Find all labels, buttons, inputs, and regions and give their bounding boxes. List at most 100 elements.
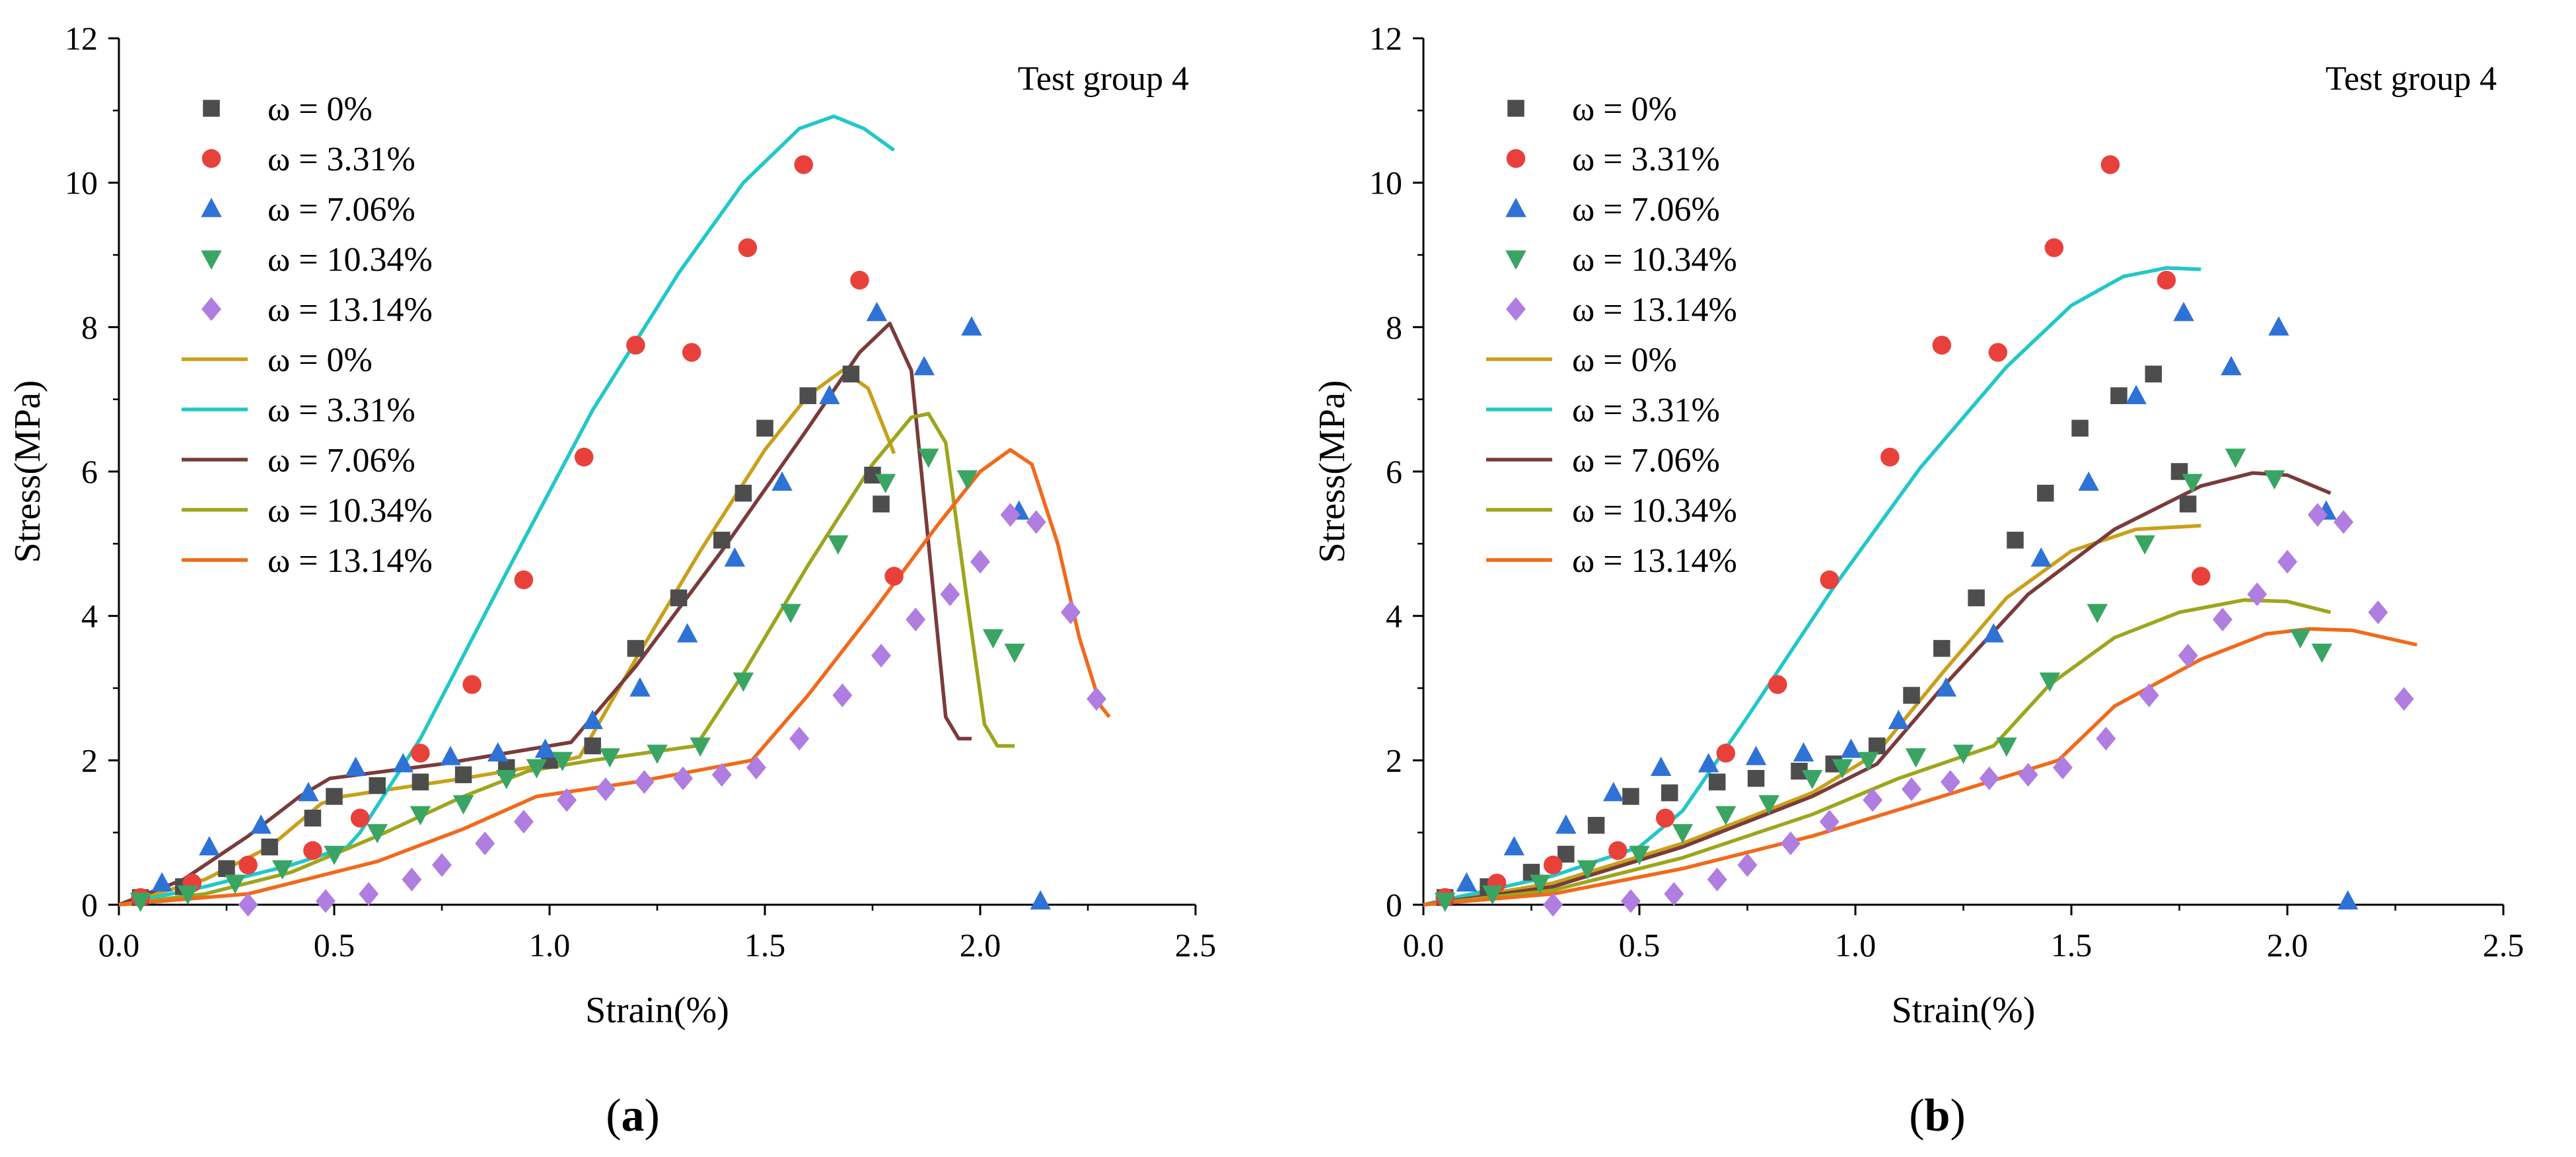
data-point bbox=[875, 473, 896, 493]
data-point bbox=[2157, 271, 2176, 290]
data-point bbox=[411, 773, 429, 790]
y-tick-label: 6 bbox=[81, 453, 98, 490]
data-point bbox=[756, 419, 773, 437]
legend-label: ω = 10.34% bbox=[1572, 241, 1737, 279]
data-point bbox=[1026, 510, 1046, 534]
data-point bbox=[673, 766, 694, 790]
legend-label: ω = 7.06% bbox=[1572, 191, 1720, 228]
y-axis-label: Stress(MPa) bbox=[1312, 380, 1353, 563]
series-line bbox=[1423, 471, 2332, 907]
y-tick-label: 12 bbox=[65, 20, 98, 57]
data-point bbox=[2071, 419, 2089, 437]
legend-label: ω = 10.34% bbox=[1572, 492, 1737, 530]
data-point bbox=[599, 748, 621, 768]
data-point bbox=[647, 744, 668, 764]
data-point bbox=[1587, 816, 1605, 834]
legend-marker bbox=[201, 197, 222, 217]
data-point bbox=[1482, 885, 1503, 905]
data-point bbox=[956, 470, 978, 490]
data-point bbox=[411, 744, 430, 763]
data-point bbox=[2225, 448, 2246, 468]
legend-marker bbox=[1506, 297, 1526, 321]
data-point bbox=[940, 582, 960, 606]
data-point bbox=[1819, 810, 1840, 834]
data-point bbox=[682, 343, 701, 362]
x-tick-label: 2.5 bbox=[1175, 927, 1217, 964]
data-point bbox=[582, 709, 603, 729]
data-point bbox=[298, 782, 319, 802]
series-line bbox=[118, 322, 972, 907]
x-tick-label: 1.5 bbox=[2051, 927, 2093, 964]
data-point bbox=[2334, 510, 2354, 534]
data-point bbox=[2277, 549, 2297, 574]
data-point bbox=[1577, 860, 1598, 880]
legend-label: ω = 0% bbox=[1572, 341, 1677, 379]
data-point bbox=[218, 860, 235, 878]
chart-panel-b: 0.0 0.5 1.0 1.5 2.0 2.5 0 2 4 6 8 10 12 Strain(%) Stre… bbox=[1312, 20, 2524, 1031]
data-point bbox=[2191, 567, 2211, 586]
y-tick-label: 10 bbox=[65, 164, 98, 201]
data-point bbox=[2179, 495, 2197, 512]
data-point bbox=[734, 485, 752, 502]
data-point bbox=[828, 535, 849, 555]
data-point bbox=[1988, 343, 2008, 362]
data-point bbox=[475, 831, 495, 856]
data-point bbox=[1087, 687, 1107, 711]
data-point bbox=[2100, 155, 2120, 174]
data-point bbox=[2039, 672, 2061, 692]
y-tick-label: 8 bbox=[1386, 308, 1402, 345]
series-line bbox=[1423, 265, 2201, 907]
data-point bbox=[1698, 753, 1719, 773]
data-point bbox=[1737, 853, 1758, 877]
data-point bbox=[199, 836, 220, 856]
data-point bbox=[738, 238, 758, 258]
data-point bbox=[129, 892, 151, 913]
data-point bbox=[1622, 788, 1639, 805]
y-tick-label: 2 bbox=[81, 742, 98, 779]
data-point bbox=[513, 810, 534, 834]
y-tick-label: 4 bbox=[81, 598, 98, 635]
data-point bbox=[345, 756, 367, 777]
legend-marker bbox=[201, 250, 222, 270]
data-point bbox=[1543, 855, 1563, 875]
x-tick-label: 0.5 bbox=[314, 927, 355, 964]
x-tick-label: 1.5 bbox=[744, 927, 786, 964]
y-tick-label: 0 bbox=[1386, 886, 1402, 923]
data-point bbox=[1996, 737, 2017, 757]
data-point bbox=[1888, 709, 1910, 729]
data-point bbox=[746, 755, 766, 780]
legend-marker bbox=[201, 149, 221, 168]
data-point bbox=[1456, 872, 1478, 892]
data-point bbox=[367, 824, 388, 844]
data-point bbox=[2126, 384, 2147, 404]
data-point bbox=[410, 806, 431, 825]
data-point bbox=[272, 860, 293, 880]
data-point bbox=[177, 885, 199, 905]
data-point bbox=[1747, 769, 1765, 787]
x-tick-label: 0.5 bbox=[1619, 927, 1661, 964]
legend-marker bbox=[1507, 100, 1524, 117]
data-point bbox=[1060, 600, 1081, 625]
data-point bbox=[1793, 742, 1814, 762]
data-point bbox=[2087, 604, 2108, 623]
x-axis-label: Strain(%) bbox=[1892, 990, 2036, 1031]
legend-label: ω = 7.06% bbox=[1572, 442, 1720, 479]
data-point bbox=[303, 841, 322, 860]
data-point bbox=[1758, 795, 1779, 815]
data-point bbox=[369, 777, 386, 794]
legend-label: ω = 10.34% bbox=[268, 492, 433, 530]
legend-label: ω = 13.14% bbox=[1572, 291, 1737, 329]
legend-label: ω = 3.31% bbox=[268, 392, 415, 429]
y-tick-label: 12 bbox=[1369, 20, 1402, 57]
data-point bbox=[392, 753, 414, 773]
data-point bbox=[627, 640, 645, 657]
x-tick-label: 1.0 bbox=[1835, 927, 1877, 964]
data-point bbox=[454, 766, 472, 783]
data-point bbox=[982, 629, 1004, 649]
data-point bbox=[884, 567, 904, 586]
data-point bbox=[961, 316, 982, 336]
data-point bbox=[584, 737, 601, 755]
data-point bbox=[452, 795, 474, 815]
series-line bbox=[1423, 627, 2417, 907]
data-point bbox=[2311, 643, 2333, 663]
